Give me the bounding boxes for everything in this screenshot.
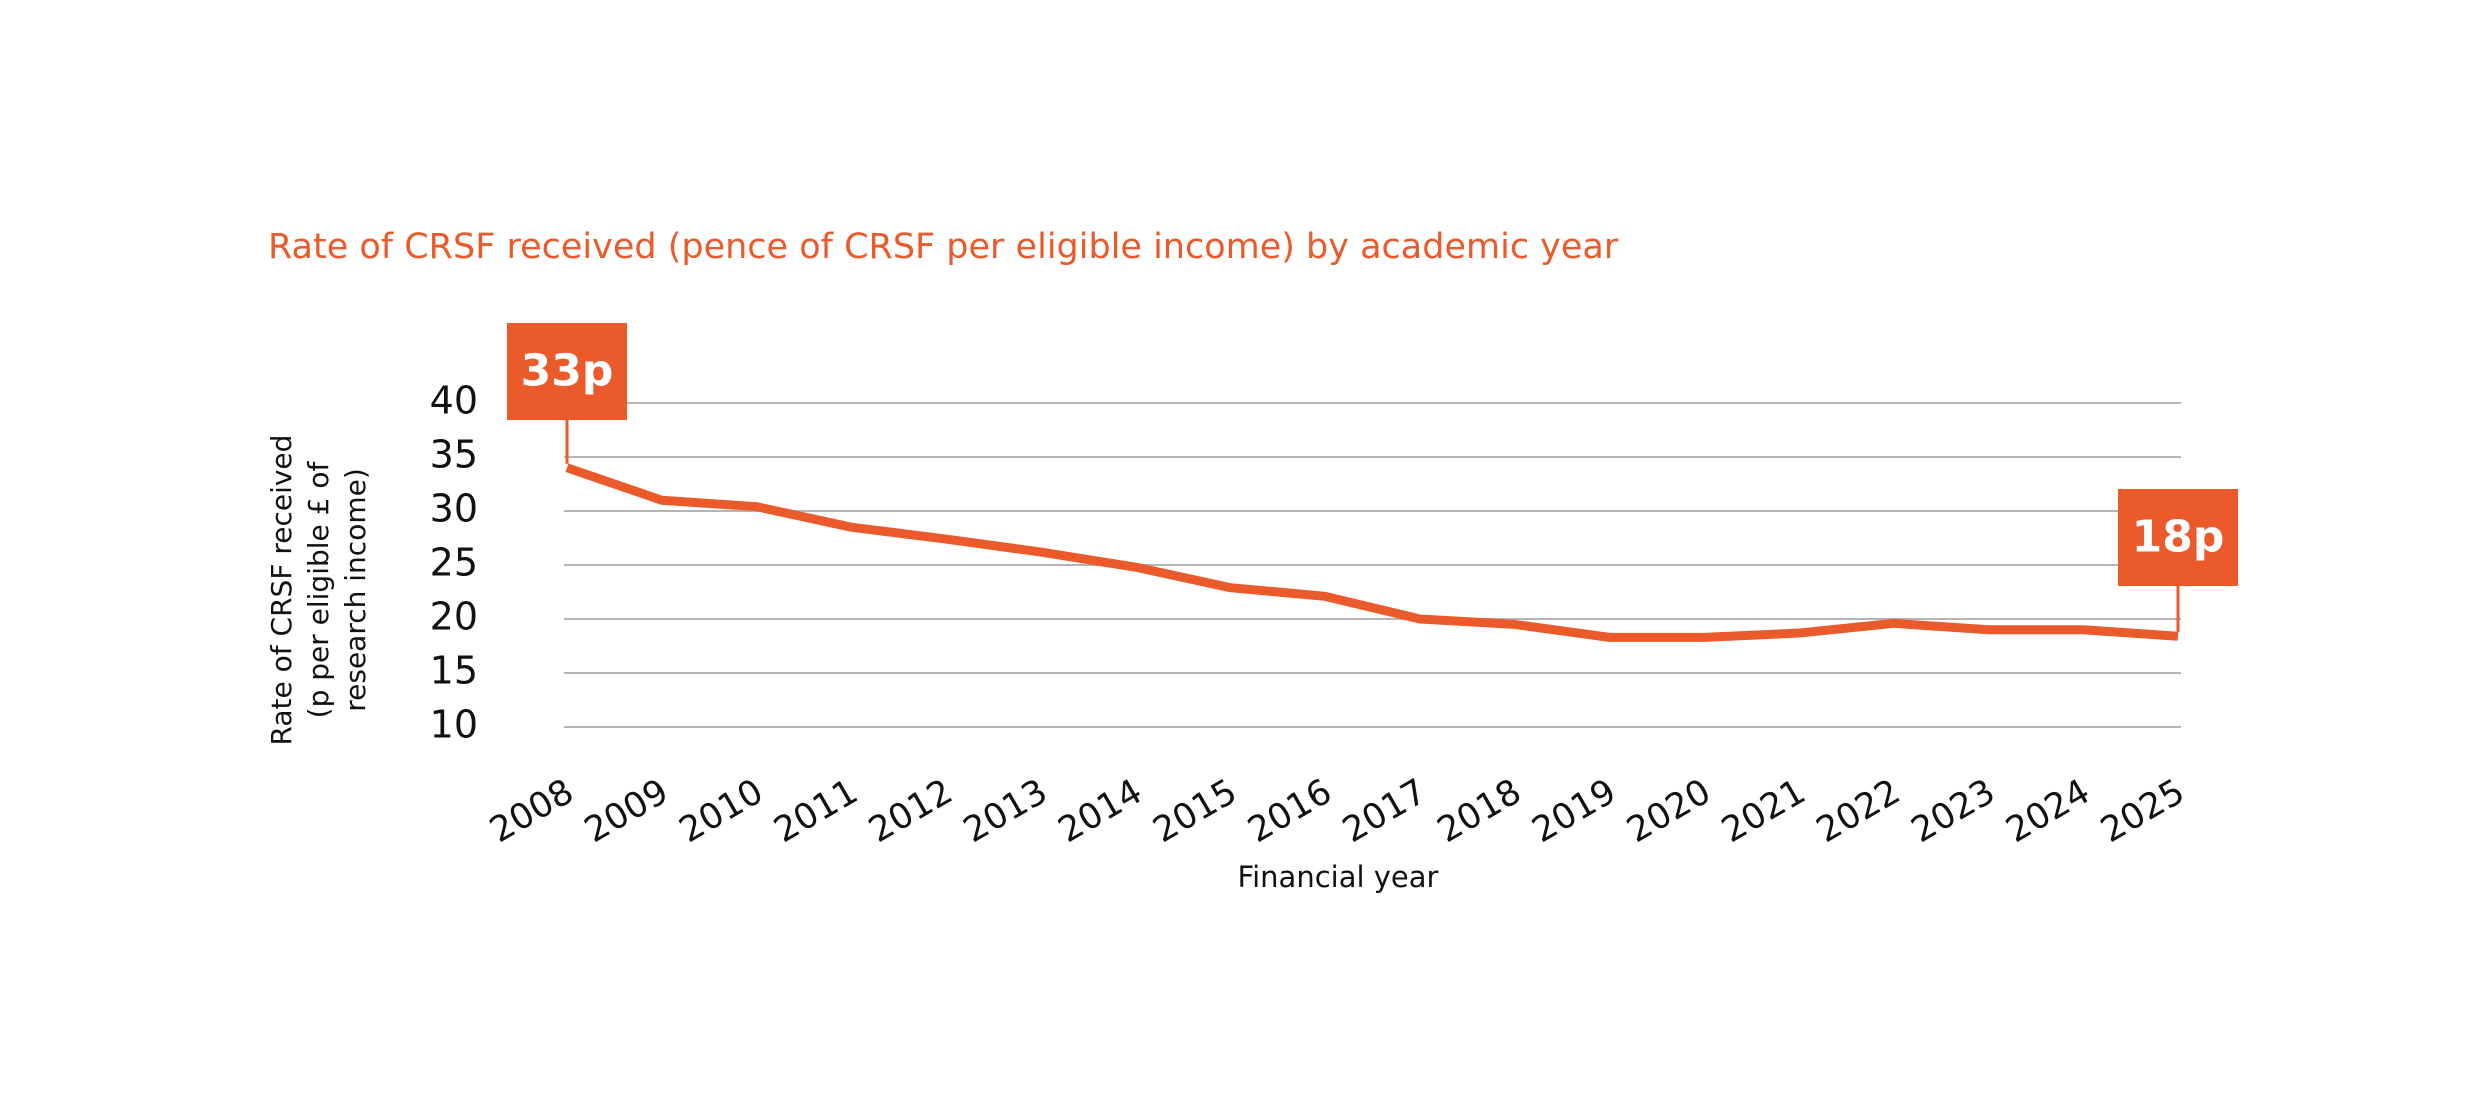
x-tick-label: 2009 [578, 772, 675, 851]
x-tick-label: 2015 [1147, 772, 1244, 851]
y-axis-label-line: research income) [339, 468, 372, 712]
x-tick-label: 2010 [673, 772, 770, 851]
y-tick-label: 35 [430, 433, 478, 477]
annotation-label: 33p [521, 346, 614, 397]
annotation-label: 18p [2132, 512, 2225, 563]
x-tick-label: 2025 [2094, 772, 2191, 851]
x-tick-label: 2023 [1905, 772, 2002, 851]
chart-title: Rate of CRSF received (pence of CRSF per… [268, 227, 1619, 267]
y-axis-label-line: (p per eligible £ of [302, 460, 335, 718]
x-tick-label: 2024 [2000, 772, 2097, 851]
y-tick-label: 25 [430, 541, 478, 585]
y-tick-label: 40 [430, 379, 478, 423]
x-tick-label: 2021 [1715, 772, 1812, 851]
y-tick-label: 15 [430, 649, 478, 693]
annotation-box [507, 323, 627, 420]
x-tick-label: 2022 [1810, 772, 1907, 851]
x-tick-label: 2019 [1526, 772, 1623, 851]
x-tick-label: 2020 [1621, 772, 1718, 851]
y-tick-label: 10 [430, 703, 478, 747]
x-tick-label: 2012 [862, 772, 959, 851]
x-tick-label: 2018 [1431, 772, 1528, 851]
y-axis-label-line: Rate of CRSF received [265, 435, 298, 746]
x-axis-label: Financial year [1238, 860, 1439, 894]
data-line [565, 463, 2179, 642]
y-tick-label: 30 [430, 487, 478, 531]
y-axis-label: Rate of CRSF received (p per eligible £ … [265, 435, 372, 746]
annotation-box [2118, 489, 2238, 586]
x-tick-label: 2008 [483, 772, 580, 851]
x-tick-label: 2014 [1052, 772, 1149, 851]
x-tick-label: 2016 [1241, 772, 1338, 851]
y-tick-label: 20 [430, 595, 478, 639]
x-tick-label: 2017 [1336, 772, 1433, 851]
x-tick-label: 2013 [957, 772, 1054, 851]
x-tick-label: 2011 [768, 772, 865, 851]
